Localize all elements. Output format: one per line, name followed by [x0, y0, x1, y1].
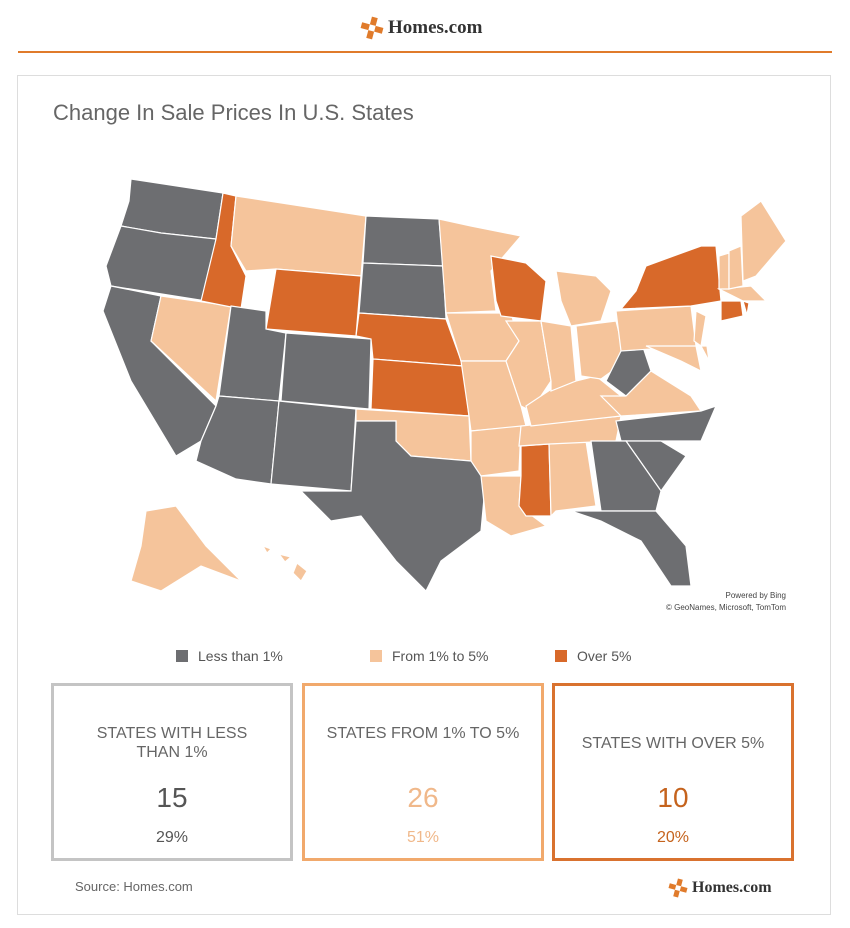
us-map: Powered by Bing © GeoNames, Microsoft, T…: [102, 178, 787, 612]
stat-card: STATES WITH LESS THAN 1% 15 29%: [51, 683, 293, 861]
logo[interactable]: Homes.com: [668, 878, 772, 898]
card-share: 29%: [155, 829, 189, 846]
logo-text: Homes.com: [388, 17, 483, 38]
legend-swatch: [370, 650, 382, 662]
infographic: Powered by Bing © GeoNames, Microsoft, T…: [17, 75, 831, 915]
card-title: STATES FROM 1% TO 5%: [326, 725, 520, 742]
legend-item: From 1% to 5%: [370, 648, 488, 664]
card-title: STATES WITH LESS THAN 1%: [96, 725, 248, 761]
map-credit: © GeoNames, Microsoft, TomTom: [666, 603, 786, 612]
header-rule: [18, 51, 832, 53]
stat-card: STATES WITH OVER 5% 10 20%: [552, 683, 794, 861]
map-credit: Powered by Bing: [726, 591, 786, 600]
card-count: 10: [657, 782, 689, 813]
logo[interactable]: Homes.com: [360, 16, 482, 40]
logo-icon: [668, 878, 688, 898]
card-share: 51%: [406, 829, 440, 846]
legend-label: From 1% to 5%: [392, 648, 489, 664]
card-title: STATES WITH OVER 5%: [581, 735, 765, 752]
legend-label: Over 5%: [577, 648, 632, 664]
card-share: 20%: [656, 829, 690, 846]
legend-swatch: [176, 650, 188, 662]
legend-label: Less than 1%: [198, 648, 283, 664]
stat-card: STATES FROM 1% TO 5% 26 51%: [302, 683, 544, 861]
logo-icon: [360, 16, 384, 40]
legend-item: Less than 1%: [176, 648, 283, 664]
title: Change In Sale Prices In U.S. States: [53, 100, 414, 125]
logo-text: Homes.com: [692, 879, 772, 896]
card-count: 15: [156, 782, 188, 813]
legend-item: Over 5%: [555, 648, 631, 664]
source: Source: Homes.com: [75, 879, 193, 894]
legend-swatch: [555, 650, 567, 662]
card-count: 26: [407, 782, 439, 813]
